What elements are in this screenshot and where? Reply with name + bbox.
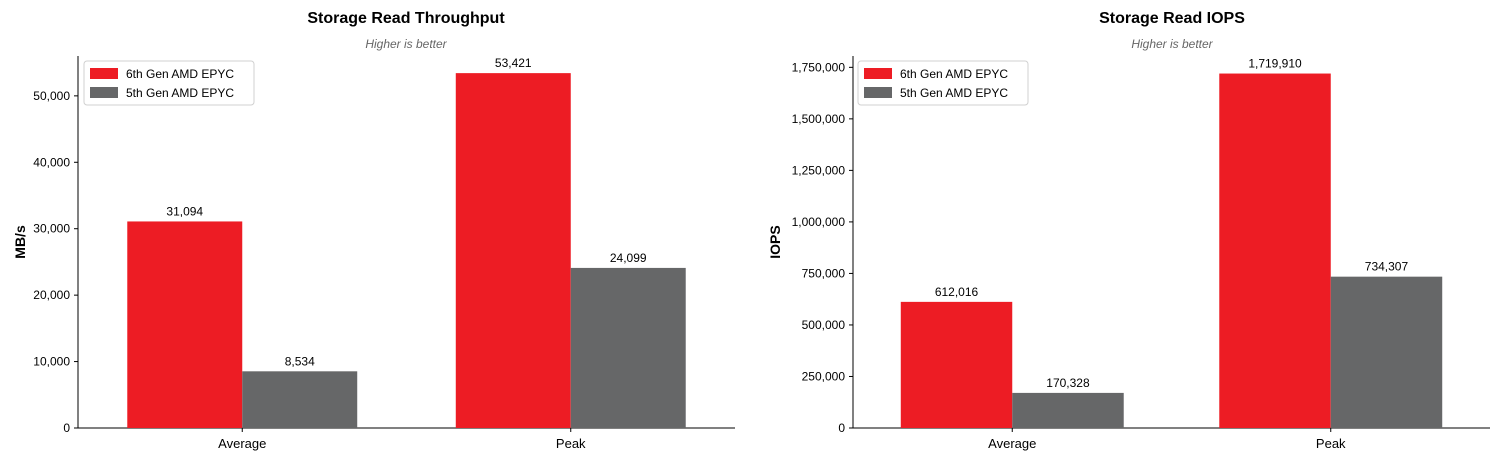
x-tick-label: Peak (556, 436, 586, 451)
y-tick-label: 30,000 (33, 222, 70, 236)
legend: 6th Gen AMD EPYC 5th Gen AMD EPYC (857, 60, 1029, 106)
y-tick-label: 250,000 (802, 369, 846, 383)
legend-label: 5th Gen AMD EPYC (900, 86, 1008, 100)
chart-subtitle: Higher is better (365, 37, 447, 51)
legend-label: 6th Gen AMD EPYC (126, 67, 234, 81)
y-tick-label: 50,000 (33, 89, 70, 103)
data-label: 8,534 (285, 354, 315, 368)
bar (1012, 392, 1124, 428)
x-tick-label: Average (218, 436, 266, 451)
legend-label: 6th Gen AMD EPYC (900, 67, 1008, 81)
legend-swatch (90, 87, 118, 98)
data-label: 170,328 (1046, 376, 1090, 390)
legend-swatch (864, 68, 892, 79)
data-label: 612,016 (935, 285, 979, 299)
bar (570, 267, 686, 428)
legend-frame (83, 60, 255, 106)
legend-frame (857, 60, 1029, 106)
data-label: 53,421 (495, 56, 532, 70)
y-tick-label: 20,000 (33, 288, 70, 302)
bar (455, 73, 571, 428)
y-tick-label: 1,500,000 (792, 112, 846, 126)
y-axis-label: IOPS (767, 225, 783, 258)
x-tick-label: Peak (1316, 436, 1346, 451)
iops-chart: Storage Read IOPS Higher is better 0 250,00… (767, 10, 1490, 451)
legend: 6th Gen AMD EPYC 5th Gen AMD EPYC (83, 60, 255, 106)
bar (1219, 73, 1331, 428)
data-label: 31,094 (166, 204, 203, 218)
y-tick-label: 40,000 (33, 155, 70, 169)
y-axis-label: MB/s (12, 225, 28, 259)
bar (127, 221, 243, 428)
legend-swatch (90, 68, 118, 79)
y-tick-label: 500,000 (802, 318, 846, 332)
bar (1330, 276, 1443, 428)
legend-label: 5th Gen AMD EPYC (126, 86, 234, 100)
y-tick-label: 1,000,000 (792, 215, 846, 229)
data-label: 1,719,910 (1248, 57, 1302, 71)
y-tick-label: 0 (838, 421, 845, 435)
chart-title: Storage Read IOPS (1099, 10, 1245, 27)
y-tick-label: 750,000 (802, 266, 846, 280)
y-tick-label: 1,250,000 (792, 163, 846, 177)
bar (900, 301, 1013, 428)
x-tick-label: Average (988, 436, 1036, 451)
y-tick-label: 1,750,000 (792, 60, 846, 74)
chart-title: Storage Read Throughput (307, 10, 505, 27)
bar (242, 371, 358, 428)
throughput-chart: Storage Read Throughput Higher is better 0… (12, 10, 735, 451)
chart-subtitle: Higher is better (1131, 37, 1213, 51)
y-tick-label: 10,000 (33, 355, 70, 369)
data-label: 24,099 (610, 251, 647, 265)
data-label: 734,307 (1365, 260, 1409, 274)
legend-swatch (864, 87, 892, 98)
y-tick-label: 0 (63, 421, 70, 435)
